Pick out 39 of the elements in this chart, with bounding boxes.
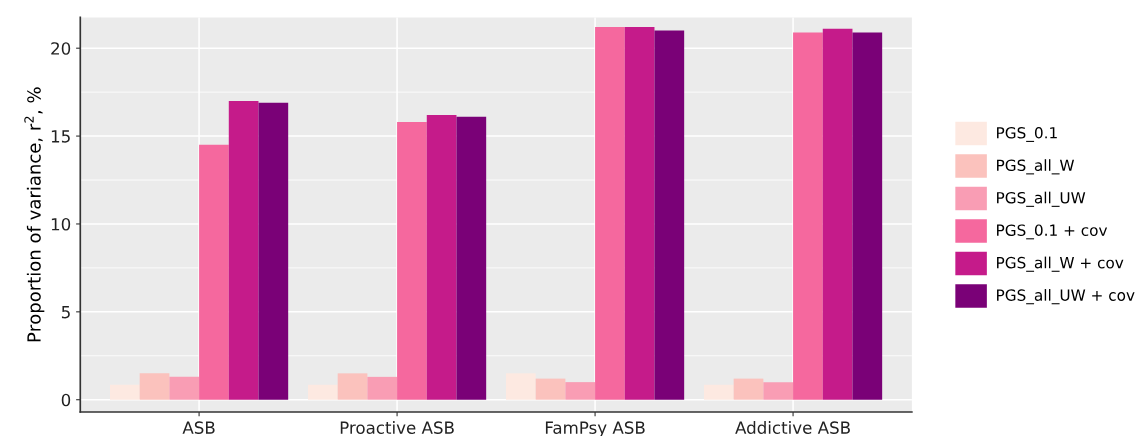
bar — [337, 373, 368, 400]
bar — [793, 32, 823, 400]
bar — [109, 384, 140, 400]
bar — [397, 122, 427, 400]
bar — [733, 378, 764, 400]
legend-label: PGS_all_UW + cov — [997, 289, 1135, 305]
x-tick-label: ASB — [182, 421, 215, 434]
y-axis-title: Proportion of variance, r$^{2}$, % — [24, 87, 45, 342]
bar — [822, 28, 853, 400]
bar — [654, 30, 685, 400]
legend-label: PGS_all_W + cov — [997, 256, 1124, 272]
legend-label: PGS_0.1 — [997, 127, 1057, 142]
bar — [852, 32, 883, 400]
legend-label: PGS_all_W — [997, 159, 1075, 175]
y-tick-label: 15 — [51, 130, 70, 143]
x-tick-label: Proactive ASB — [340, 421, 454, 434]
bar — [199, 144, 229, 400]
y-tick-label: 20 — [51, 42, 71, 55]
bar — [505, 373, 536, 400]
bar — [307, 384, 338, 400]
y-tick-label: 5 — [61, 306, 70, 319]
y-tick-label: 0 — [61, 393, 71, 407]
y-tick-label: 10 — [51, 217, 71, 231]
bar — [624, 27, 655, 400]
bar — [703, 384, 734, 400]
bar — [139, 373, 170, 400]
bar — [595, 27, 625, 400]
bar — [367, 376, 398, 400]
bar — [535, 378, 566, 400]
bar — [456, 116, 487, 400]
x-tick-label: Addictive ASB — [735, 421, 850, 434]
bar — [258, 102, 289, 400]
bar — [426, 114, 457, 400]
legend-label: PGS_0.1 + cov — [997, 224, 1108, 240]
bar — [169, 376, 200, 400]
bar — [565, 382, 596, 400]
legend-label: PGS_all_UW — [997, 191, 1086, 207]
bar — [763, 382, 794, 400]
bar — [228, 100, 259, 400]
